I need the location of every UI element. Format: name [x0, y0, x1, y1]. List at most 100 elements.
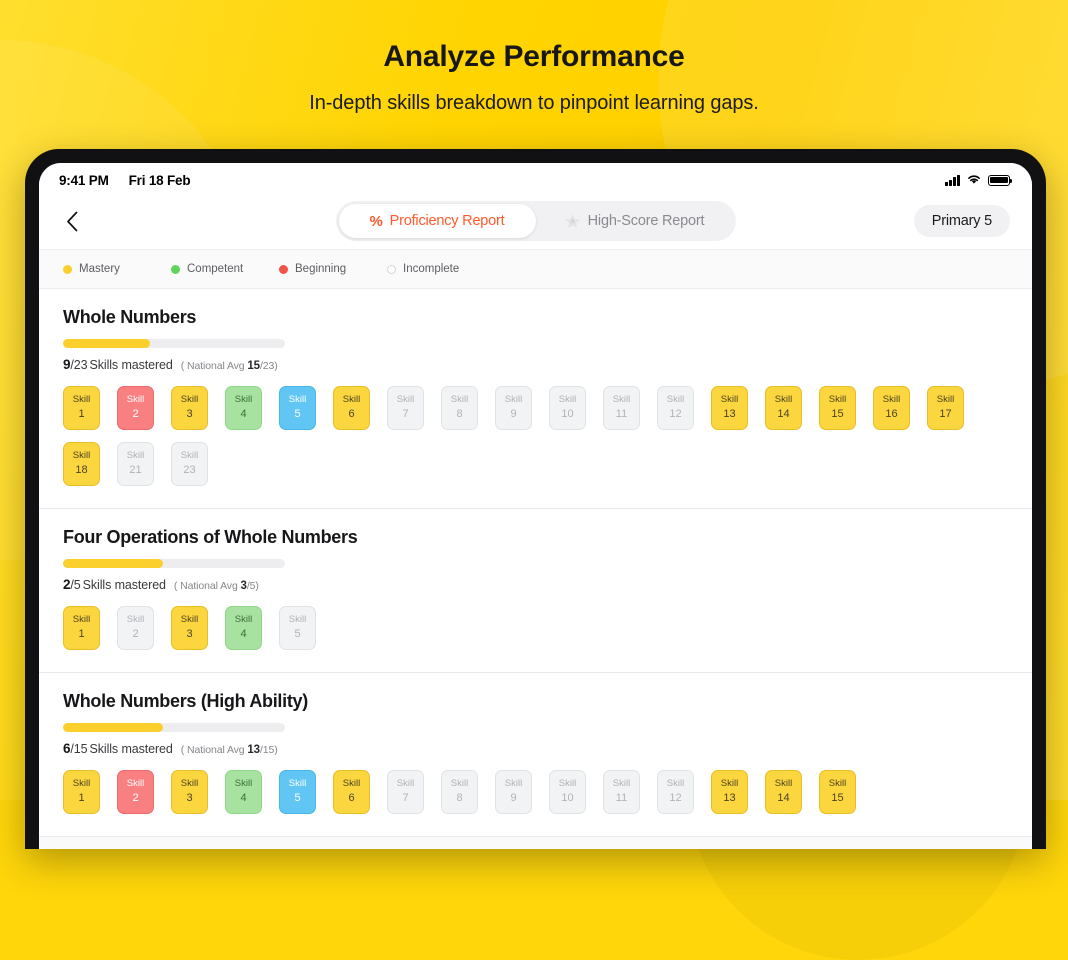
skill-tile[interactable]: Skill 6: [333, 386, 370, 430]
skill-tile-number: 8: [456, 408, 463, 420]
skill-tile[interactable]: Skill 10: [549, 386, 586, 430]
skill-tile[interactable]: Skill 2: [117, 770, 154, 814]
skill-tile[interactable]: Skill 1: [63, 606, 100, 650]
skill-tile[interactable]: Skill 2: [117, 606, 154, 650]
skill-tile[interactable]: Skill 10: [549, 770, 586, 814]
skill-tile-label: Skill: [558, 778, 577, 790]
skill-tile-label: Skill: [342, 394, 361, 406]
skill-tile-number: 13: [723, 792, 736, 804]
skill-tile[interactable]: Skill 13: [711, 770, 748, 814]
skill-tile[interactable]: Skill 15: [819, 386, 856, 430]
skill-tile[interactable]: Skill 1: [63, 386, 100, 430]
tab-proficiency-report[interactable]: % Proficiency Report: [338, 204, 536, 238]
skill-tile-number: 4: [240, 408, 247, 420]
national-average-close: ): [274, 744, 278, 756]
national-average-open: ( National Avg: [180, 360, 245, 372]
skill-tile-label: Skill: [72, 394, 91, 406]
skills-total-sep: /: [70, 742, 74, 756]
skill-section: Whole Numbers 9/23 Skills mastered( Nation…: [39, 289, 1032, 509]
proficiency-legend: Mastery Competent Beginning Incomplete: [39, 249, 1032, 289]
skill-tile[interactable]: Skill 14: [765, 770, 802, 814]
skill-tile[interactable]: Skill 2: [117, 386, 154, 430]
skills-total-count: 5: [73, 578, 81, 592]
skill-tile-label: Skill: [450, 394, 469, 406]
skill-tile-number: 23: [183, 464, 196, 476]
skill-tile-label: Skill: [828, 778, 847, 790]
skills-report-list[interactable]: Whole Numbers 9/23 Skills mastered( Nation…: [39, 289, 1032, 849]
skills-total-sep: /: [70, 578, 74, 592]
grade-selector-button[interactable]: Primary 5: [913, 205, 1010, 237]
tab-high-score-report[interactable]: A High-Score Report: [536, 204, 733, 238]
skill-tile-label: Skill: [180, 394, 199, 406]
skill-tile-label: Skill: [504, 778, 523, 790]
cellular-bars-icon: [945, 174, 960, 186]
skill-tile-number: 7: [402, 408, 409, 420]
skill-tile[interactable]: Skill 5: [279, 770, 316, 814]
skill-tile-label: Skill: [72, 450, 91, 462]
skill-tile-label: Skill: [720, 394, 739, 406]
skill-tile[interactable]: Skill 18: [63, 442, 100, 486]
national-average-close: ): [274, 360, 278, 372]
skill-tile[interactable]: Skill 1: [63, 770, 100, 814]
skill-tile-number: 6: [348, 408, 355, 420]
skill-tile[interactable]: Skill 21: [117, 442, 154, 486]
skill-tile-number: 2: [132, 792, 139, 804]
skill-tile-number: 4: [240, 628, 247, 640]
skill-tile[interactable]: Skill 11: [603, 770, 640, 814]
section-stats: 2/5 Skills mastered( National Avg 3/5): [63, 577, 1008, 592]
skill-tile[interactable]: Skill 11: [603, 386, 640, 430]
skill-tile[interactable]: Skill 3: [171, 386, 208, 430]
skill-tile[interactable]: Skill 13: [711, 386, 748, 430]
percent-icon: %: [369, 212, 383, 230]
skill-tile[interactable]: Skill 3: [171, 606, 208, 650]
skill-tile[interactable]: Skill 3: [171, 770, 208, 814]
skill-tile-label: Skill: [882, 394, 901, 406]
skill-tile-number: 14: [777, 792, 790, 804]
skill-tile[interactable]: Skill 4: [225, 606, 262, 650]
skill-tile[interactable]: Skill 17: [927, 386, 964, 430]
skill-tile[interactable]: Skill 6: [333, 770, 370, 814]
skill-tile[interactable]: Skill 9: [495, 770, 532, 814]
skill-tile[interactable]: Skill 5: [279, 606, 316, 650]
skill-tile[interactable]: Skill 7: [387, 770, 424, 814]
national-average-open: ( National Avg: [180, 744, 245, 756]
section-title: Whole Numbers: [63, 307, 197, 327]
skill-tile[interactable]: Skill 8: [441, 386, 478, 430]
skills-mastered-label: Skills mastered: [89, 742, 173, 756]
skill-tile[interactable]: Skill 12: [657, 386, 694, 430]
legend-item-mastery: Mastery: [63, 263, 171, 275]
skill-tile[interactable]: Skill 9: [495, 386, 532, 430]
skill-section: Whole Numbers (High Ability) 6/15 Skills m…: [39, 673, 1032, 837]
star-icon: A: [564, 213, 581, 230]
skill-tile-label: Skill: [180, 450, 199, 462]
skill-tile[interactable]: Skill 14: [765, 386, 802, 430]
skill-tile[interactable]: Skill 4: [225, 770, 262, 814]
national-average: ( National Avg 15/23): [181, 360, 278, 372]
national-average-open: ( National Avg: [173, 580, 238, 592]
skill-tile-number: 8: [456, 792, 463, 804]
skill-tile-grid: Skill 1 Skill 2 Skill 3 Skill 4 Skill 5 Skill 6 Skil…: [63, 770, 1008, 814]
skill-tile-label: Skill: [828, 394, 847, 406]
skill-tile-label: Skill: [450, 778, 469, 790]
page-subtitle: In-depth skills breakdown to pinpoint le…: [309, 92, 759, 114]
skill-tile-grid: Skill 1 Skill 2 Skill 3 Skill 4 Skill 5: [63, 606, 1008, 650]
section-title: Four Operations of Whole Numbers: [63, 527, 358, 547]
skill-tile[interactable]: Skill 8: [441, 770, 478, 814]
skill-tile[interactable]: Skill 4: [225, 386, 262, 430]
skill-tile[interactable]: Skill 7: [387, 386, 424, 430]
national-average-total: 15: [262, 744, 275, 756]
back-chevron-icon[interactable]: [57, 206, 87, 236]
skill-tile-label: Skill: [234, 614, 253, 626]
skill-tile[interactable]: Skill 5: [279, 386, 316, 430]
section-title: Whole Numbers (High Ability): [63, 691, 308, 711]
skill-tile[interactable]: Skill 16: [873, 386, 910, 430]
legend-label-competent: Competent: [187, 263, 244, 275]
skills-mastered-label: Skills mastered: [82, 578, 166, 592]
tablet-screen: 9:41 PM Fri 18 Feb: [39, 163, 1032, 849]
national-average-total: 5: [249, 580, 256, 592]
skill-tile[interactable]: Skill 12: [657, 770, 694, 814]
skill-tile[interactable]: Skill 15: [819, 770, 856, 814]
skill-tile-label: Skill: [612, 778, 631, 790]
skill-tile[interactable]: Skill 23: [171, 442, 208, 486]
national-average-total: 23: [262, 360, 275, 372]
